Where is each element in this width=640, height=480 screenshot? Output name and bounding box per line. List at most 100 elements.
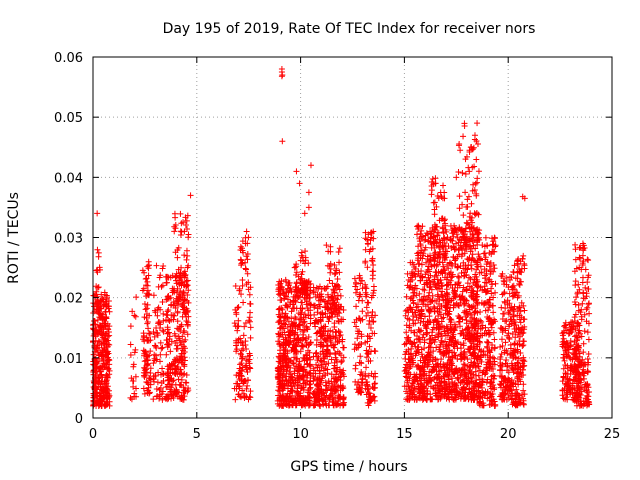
data-point <box>233 311 240 318</box>
data-point <box>333 265 340 272</box>
data-point <box>434 291 441 298</box>
data-point <box>180 327 187 334</box>
data-point <box>163 351 170 358</box>
data-point <box>453 391 460 398</box>
data-point <box>455 169 462 176</box>
data-point <box>278 73 285 80</box>
data-point <box>516 333 523 340</box>
data-point <box>457 293 464 300</box>
data-point <box>303 291 310 298</box>
data-point <box>323 361 330 368</box>
data-point <box>239 339 246 346</box>
data-point <box>139 287 146 294</box>
data-point <box>411 264 418 271</box>
data-point <box>415 249 422 256</box>
data-point <box>240 299 247 306</box>
data-point <box>352 365 359 372</box>
data-point <box>144 263 151 270</box>
data-point <box>514 260 521 267</box>
data-point <box>243 385 250 392</box>
data-point <box>584 329 591 336</box>
data-point <box>337 377 344 384</box>
data-point <box>156 319 163 326</box>
data-point <box>313 361 320 368</box>
data-point <box>303 369 310 376</box>
data-point <box>279 289 286 296</box>
x-tick-label: 0 <box>89 427 97 442</box>
data-point <box>340 306 347 313</box>
data-point <box>442 220 449 227</box>
data-point <box>94 210 101 217</box>
data-point <box>327 351 334 358</box>
data-point <box>409 361 416 368</box>
data-point <box>326 349 332 356</box>
data-point <box>356 275 363 282</box>
data-point <box>156 386 163 393</box>
data-point <box>451 326 458 333</box>
data-point <box>173 289 180 296</box>
data-point <box>581 245 588 252</box>
data-point <box>301 210 308 217</box>
data-point <box>441 362 448 369</box>
data-point <box>146 330 153 337</box>
data-point <box>484 389 491 396</box>
data-point <box>141 301 148 308</box>
data-point <box>158 391 165 398</box>
data-point <box>174 246 181 253</box>
data-point <box>103 354 110 361</box>
data-point <box>460 133 467 140</box>
data-point <box>520 401 527 408</box>
data-point <box>571 317 578 324</box>
data-point <box>581 375 588 382</box>
data-point <box>103 400 110 407</box>
data-point <box>275 319 282 326</box>
data-point <box>462 326 469 333</box>
data-point <box>182 222 189 229</box>
data-point <box>446 259 453 266</box>
data-point <box>499 315 506 322</box>
data-point <box>497 381 504 388</box>
data-point <box>453 340 460 347</box>
data-point <box>440 182 447 189</box>
data-point <box>247 352 254 359</box>
data-point <box>247 300 254 307</box>
data-point <box>164 295 171 302</box>
data-point <box>489 354 496 361</box>
data-point <box>492 280 499 287</box>
data-point <box>145 325 152 332</box>
data-point <box>464 196 471 203</box>
data-point <box>511 325 518 332</box>
data-point <box>335 249 342 255</box>
data-point <box>436 285 443 292</box>
data-point <box>431 244 438 251</box>
data-point <box>413 374 420 381</box>
data-point <box>417 312 424 319</box>
data-point <box>505 391 512 398</box>
data-point <box>152 352 159 359</box>
data-point <box>425 266 432 273</box>
data-point <box>239 364 246 371</box>
data-point <box>301 318 308 325</box>
data-point <box>178 264 185 271</box>
data-point <box>371 393 378 400</box>
data-point <box>576 361 583 368</box>
data-point <box>570 322 577 329</box>
data-point <box>362 289 369 296</box>
data-point <box>435 243 442 250</box>
data-point <box>441 393 448 400</box>
data-point <box>500 290 507 297</box>
data-point <box>90 332 97 339</box>
data-point <box>573 294 580 301</box>
data-point <box>318 291 325 298</box>
data-point <box>247 334 254 341</box>
data-point <box>486 276 493 283</box>
data-point <box>247 388 254 395</box>
data-point <box>433 263 440 270</box>
data-point <box>469 231 476 238</box>
data-point <box>141 364 148 371</box>
data-point <box>427 391 434 398</box>
data-point <box>234 323 241 330</box>
data-point <box>420 331 427 338</box>
data-point <box>185 385 192 392</box>
data-point <box>151 378 158 385</box>
